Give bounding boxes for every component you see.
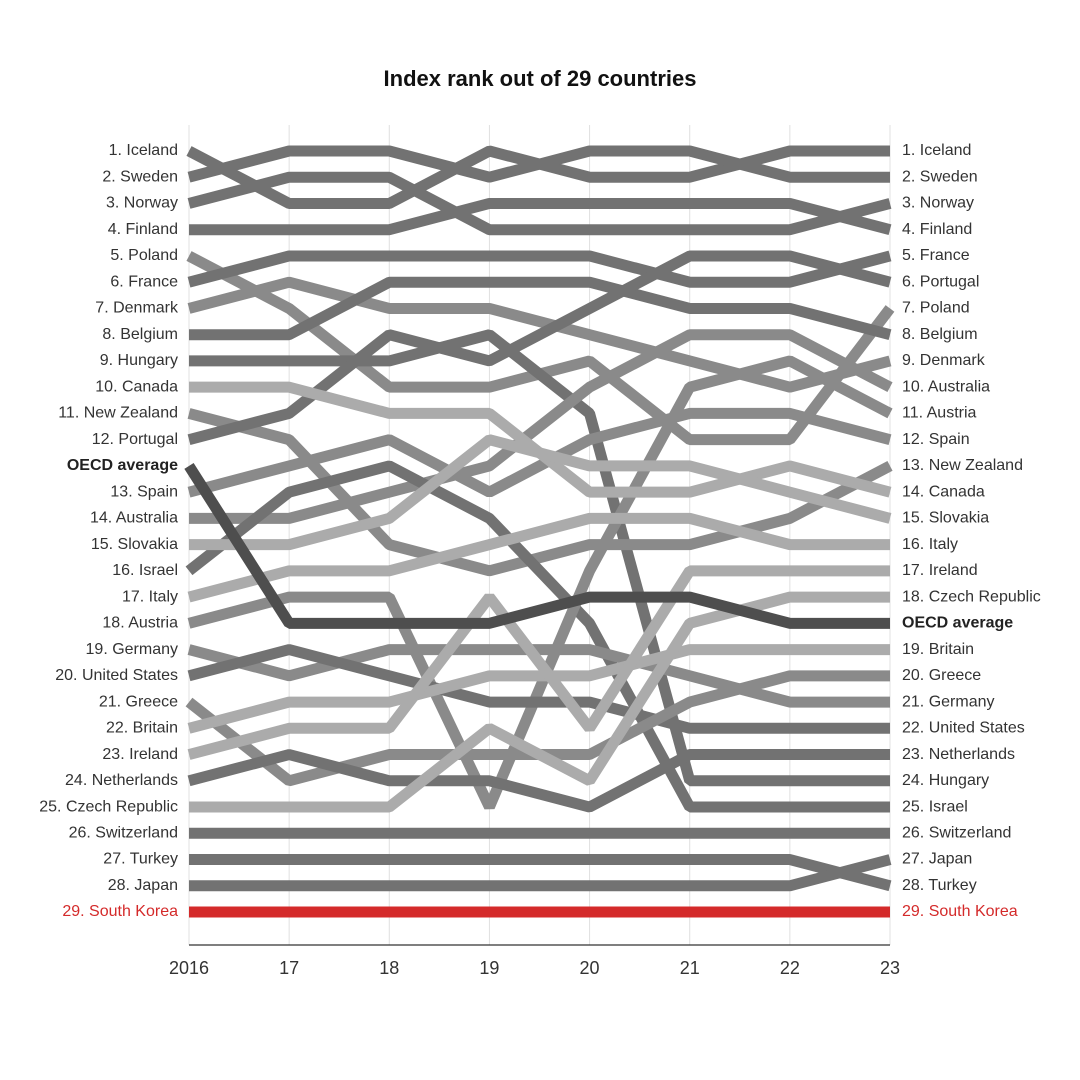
rank-line <box>187 250 892 288</box>
right-label: 7. Poland <box>902 300 970 317</box>
rank-line <box>189 434 892 551</box>
rank-line <box>187 250 892 445</box>
x-tick-label: 2016 <box>169 958 209 978</box>
x-tick-label: 19 <box>479 958 499 978</box>
rank-line <box>187 355 893 810</box>
right-label: 6. Portugal <box>902 273 979 290</box>
left-label: 6. France <box>110 273 178 290</box>
right-label: 11. Austria <box>902 405 977 422</box>
left-label: 16. Israel <box>112 562 178 579</box>
left-label: 28. Japan <box>108 877 178 894</box>
right-label: 15. Slovakia <box>902 510 989 527</box>
left-label: 23. Ireland <box>102 746 178 763</box>
right-label: 4. Finland <box>902 221 972 238</box>
x-tick-label: 20 <box>580 958 600 978</box>
rank-line <box>187 145 890 183</box>
left-label: 8. Belgium <box>102 326 178 343</box>
rank-line <box>187 644 890 734</box>
rank-line <box>187 565 890 760</box>
rank-line <box>189 276 892 341</box>
rank-line <box>189 854 892 892</box>
left-label: 15. Slovakia <box>91 536 178 553</box>
rank-line <box>189 591 890 813</box>
right-label: 13. New Zealand <box>902 457 1023 474</box>
rank-line <box>185 460 890 813</box>
rank-line <box>187 276 892 393</box>
right-label: 20. Greece <box>902 667 981 684</box>
left-label: 19. Germany <box>86 641 178 658</box>
left-label: 9. Hungary <box>100 352 178 369</box>
rank-line <box>187 512 890 603</box>
right-label: 21. Germany <box>902 693 994 710</box>
right-label: OECD average <box>902 615 1013 632</box>
right-label: 10. Australia <box>902 378 990 395</box>
rank-line <box>187 407 892 498</box>
right-label: 25. Israel <box>902 798 968 815</box>
right-label: 29. South Korea <box>902 903 1018 920</box>
right-label: 27. Japan <box>902 851 972 868</box>
right-label: 9. Denmark <box>902 352 986 369</box>
right-label: 28. Turkey <box>902 877 977 894</box>
right-label: 24. Hungary <box>902 772 989 789</box>
rank-line <box>187 749 890 813</box>
right-label: 23. Netherlands <box>902 746 1015 763</box>
left-label: 5. Poland <box>110 247 178 264</box>
right-label: 26. Switzerland <box>902 824 1011 841</box>
left-label: 22. Britain <box>106 720 178 737</box>
left-label: 21. Greece <box>99 693 178 710</box>
rank-line <box>189 197 892 236</box>
left-label: 4. Finland <box>108 221 178 238</box>
rank-line <box>189 329 893 524</box>
rank-line <box>187 171 892 236</box>
right-label: 5. France <box>902 247 970 264</box>
left-label: 26. Switzerland <box>69 824 178 841</box>
right-label: 16. Italy <box>902 536 958 553</box>
left-label: 7. Denmark <box>95 300 179 317</box>
chart-title: Index rank out of 29 countries <box>384 66 697 91</box>
left-label: 25. Czech Republic <box>39 798 178 815</box>
left-label: 2. Sweden <box>102 168 178 185</box>
left-label: 27. Turkey <box>103 851 178 868</box>
rank-line <box>184 462 890 629</box>
left-label: 11. New Zealand <box>58 405 178 422</box>
left-label: 17. Italy <box>122 588 178 605</box>
left-label: 20. United States <box>55 667 178 684</box>
right-label: 19. Britain <box>902 641 974 658</box>
x-tick-label: 21 <box>680 958 700 978</box>
x-tick-label: 17 <box>279 958 299 978</box>
left-label: 10. Canada <box>95 378 178 395</box>
left-label: 29. South Korea <box>62 903 178 920</box>
right-label: 22. United States <box>902 720 1025 737</box>
x-tick-label: 18 <box>379 958 399 978</box>
rank-line <box>187 644 890 734</box>
rank-line <box>189 854 892 892</box>
left-label: 14. Australia <box>90 510 178 527</box>
right-label: 8. Belgium <box>902 326 978 343</box>
left-label: 18. Austria <box>102 615 178 632</box>
left-label: 13. Spain <box>110 483 178 500</box>
x-tick-label: 23 <box>880 958 900 978</box>
right-label: 18. Czech Republic <box>902 588 1041 605</box>
rank-line <box>189 329 890 787</box>
left-label: 3. Norway <box>106 195 178 212</box>
x-tick-label: 22 <box>780 958 800 978</box>
rank-line <box>187 644 890 708</box>
left-label: 1. Iceland <box>109 142 178 159</box>
right-label: 1. Iceland <box>902 142 971 159</box>
right-label: 14. Canada <box>902 483 985 500</box>
right-label: 12. Spain <box>902 431 970 448</box>
left-label: OECD average <box>67 457 178 474</box>
right-label: 3. Norway <box>902 195 974 212</box>
left-label: 24. Netherlands <box>65 772 178 789</box>
right-label: 2. Sweden <box>902 168 978 185</box>
left-label: 12. Portugal <box>92 431 178 448</box>
right-label: 17. Ireland <box>902 562 978 579</box>
